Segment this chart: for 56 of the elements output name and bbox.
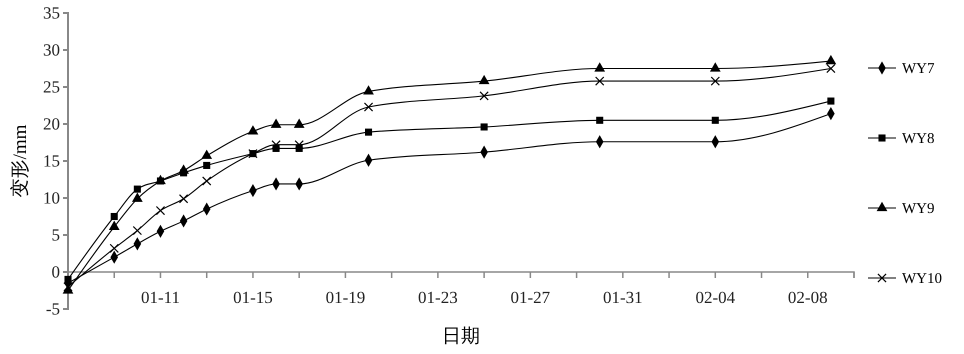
point: [827, 98, 834, 105]
point: [364, 102, 374, 112]
point: [595, 76, 604, 86]
x-tick-label: 01-11: [140, 288, 180, 307]
point: [270, 118, 282, 128]
x-tick-label: 01-31: [602, 288, 643, 307]
point: [294, 118, 305, 128]
point: [132, 192, 143, 202]
point: [596, 116, 604, 124]
legend-label: WY7: [902, 61, 935, 77]
point: [63, 282, 73, 292]
point: [478, 74, 490, 84]
point: [178, 164, 189, 174]
point: [712, 116, 719, 124]
y-axis-title: 变形/mm: [9, 124, 31, 198]
x-tick-label: 01-15: [233, 288, 273, 307]
point: [363, 85, 374, 95]
y-tick-label: 35: [43, 3, 60, 22]
legend-label: WY9: [902, 201, 934, 217]
point: [364, 128, 372, 136]
y-tick-label: 30: [43, 40, 60, 60]
x-tick-label: 02-04: [695, 288, 736, 307]
y-tick-label: 5: [52, 225, 60, 244]
point: [294, 140, 304, 150]
point: [132, 226, 142, 236]
x-tick-label: 01-27: [510, 288, 551, 307]
point: [203, 162, 210, 169]
y-tick-label: 25: [43, 77, 60, 96]
point: [155, 174, 166, 184]
point: [248, 125, 258, 134]
y-tick-label: 20: [43, 114, 60, 134]
point: [594, 62, 606, 72]
legend-label: WY10: [902, 271, 942, 287]
point: [826, 54, 836, 64]
x-tick-label: 01-19: [326, 288, 366, 307]
point: [178, 194, 188, 204]
y-tick-label: 0: [52, 262, 60, 282]
point: [156, 206, 166, 216]
point: [134, 186, 141, 193]
x-axis-title: 日期: [442, 326, 480, 347]
legend-label: WY8: [902, 131, 934, 147]
point: [110, 212, 118, 220]
y-tick-label: 10: [43, 188, 60, 208]
y-tick-label: -5: [46, 299, 60, 318]
point: [826, 64, 836, 74]
point: [64, 276, 72, 283]
point: [479, 91, 489, 101]
point: [201, 150, 212, 159]
y-tick-label: 15: [43, 151, 60, 170]
point: [710, 62, 721, 72]
point: [202, 176, 212, 186]
point: [710, 76, 720, 86]
x-tick-label: 02-08: [788, 288, 828, 307]
point: [480, 123, 488, 130]
x-tick-label: 01-23: [418, 288, 458, 307]
point: [110, 244, 119, 253]
